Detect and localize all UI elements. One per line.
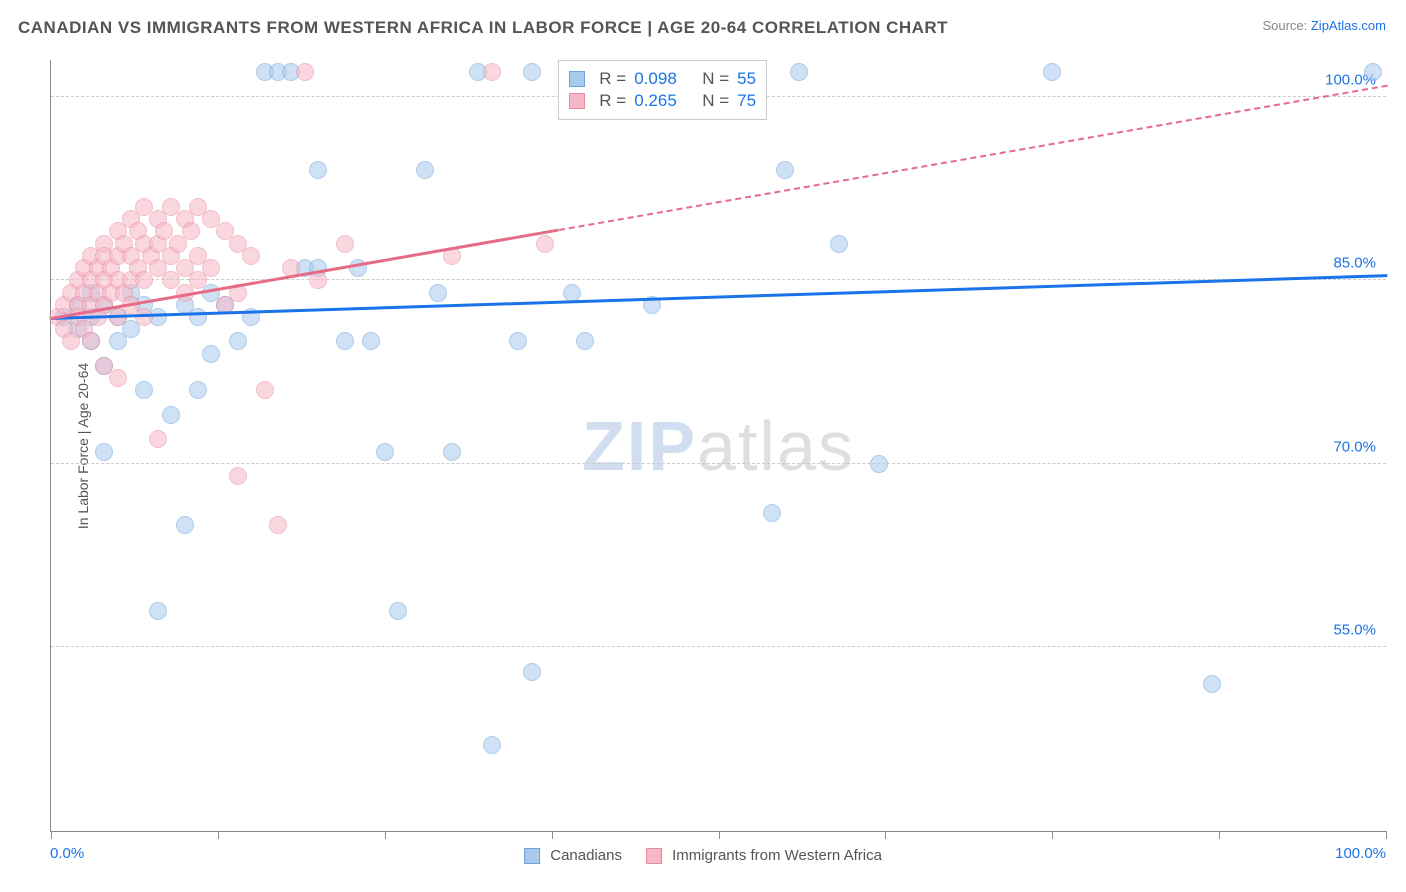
source-link[interactable]: ZipAtlas.com [1311, 18, 1386, 33]
chart-title: CANADIAN VS IMMIGRANTS FROM WESTERN AFRI… [18, 18, 948, 38]
scatter-point [336, 235, 354, 253]
scatter-point [429, 284, 447, 302]
scatter-point [269, 516, 287, 534]
scatter-point [202, 259, 220, 277]
plot-area: ZIPatlas 55.0%70.0%85.0%100.0%R = 0.098 … [50, 60, 1386, 832]
scatter-point [763, 504, 781, 522]
scatter-point [389, 602, 407, 620]
scatter-point [523, 663, 541, 681]
scatter-point [830, 235, 848, 253]
scatter-point [242, 247, 260, 265]
source-attribution: Source: ZipAtlas.com [1262, 18, 1386, 33]
scatter-point [416, 161, 434, 179]
x-tick [719, 831, 720, 839]
x-tick [385, 831, 386, 839]
scatter-point [229, 332, 247, 350]
x-tick [885, 831, 886, 839]
scatter-point [336, 332, 354, 350]
scatter-point [1203, 675, 1221, 693]
watermark: ZIPatlas [582, 406, 855, 486]
scatter-point [1364, 63, 1382, 81]
scatter-point [176, 516, 194, 534]
scatter-point [536, 235, 554, 253]
stats-row: R = 0.098 N = 55 [569, 69, 756, 89]
scatter-point [162, 406, 180, 424]
bottom-legend: Canadians Immigrants from Western Africa [524, 847, 882, 864]
x-tick [51, 831, 52, 839]
x-tick [1052, 831, 1053, 839]
scatter-point [95, 443, 113, 461]
scatter-point [149, 602, 167, 620]
grid-line [51, 646, 1386, 647]
stats-swatch [569, 93, 585, 109]
scatter-point [189, 381, 207, 399]
x-max-label: 100.0% [1335, 845, 1386, 862]
scatter-point [776, 161, 794, 179]
y-tick-label: 70.0% [1333, 438, 1376, 455]
scatter-point [149, 430, 167, 448]
scatter-point [256, 381, 274, 399]
x-tick [1386, 831, 1387, 839]
x-min-label: 0.0% [50, 845, 84, 862]
stats-row: R = 0.265 N = 75 [569, 91, 756, 111]
scatter-point [870, 455, 888, 473]
scatter-point [523, 63, 541, 81]
scatter-point [376, 443, 394, 461]
scatter-point [296, 63, 314, 81]
scatter-point [202, 345, 220, 363]
legend-swatch-canadians [524, 848, 540, 864]
scatter-point [82, 332, 100, 350]
chart-container: CANADIAN VS IMMIGRANTS FROM WESTERN AFRI… [0, 0, 1406, 892]
scatter-point [182, 222, 200, 240]
stats-swatch [569, 71, 585, 87]
legend-swatch-immigrants [646, 848, 662, 864]
grid-line [51, 463, 1386, 464]
stats-box: R = 0.098 N = 55R = 0.265 N = 75 [558, 60, 767, 120]
scatter-point [443, 443, 461, 461]
scatter-point [483, 736, 501, 754]
scatter-point [509, 332, 527, 350]
legend-item-immigrants: Immigrants from Western Africa [646, 847, 882, 864]
scatter-point [229, 467, 247, 485]
scatter-point [362, 332, 380, 350]
scatter-point [135, 381, 153, 399]
x-tick [552, 831, 553, 839]
scatter-point [563, 284, 581, 302]
scatter-point [483, 63, 501, 81]
y-tick-label: 85.0% [1333, 255, 1376, 272]
scatter-point [790, 63, 808, 81]
scatter-point [309, 161, 327, 179]
scatter-point [189, 308, 207, 326]
y-tick-label: 55.0% [1333, 622, 1376, 639]
scatter-point [1043, 63, 1061, 81]
x-tick [1219, 831, 1220, 839]
scatter-point [109, 369, 127, 387]
x-tick [218, 831, 219, 839]
legend-item-canadians: Canadians [524, 847, 622, 864]
scatter-point [576, 332, 594, 350]
